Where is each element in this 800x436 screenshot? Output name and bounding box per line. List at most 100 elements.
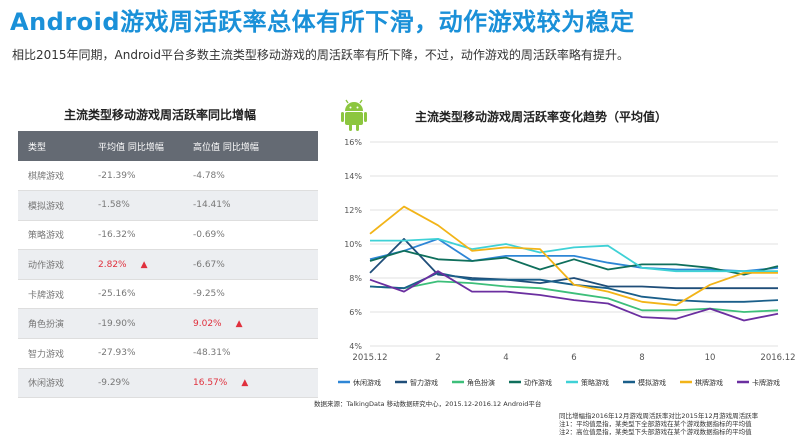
cell-type-value: 角色扮演 <box>28 320 65 331</box>
cell-type-value: 棋牌游戏 <box>28 172 65 183</box>
cell-avg: -27.93% <box>88 338 183 369</box>
cell-high: -9.25% <box>183 279 318 310</box>
cell-avg-value: -27.93% <box>98 348 136 359</box>
cell-type: 动作游戏 <box>18 249 88 280</box>
cell-type: 智力游戏 <box>18 338 88 369</box>
cell-high: -14.41% <box>183 190 318 221</box>
table-row: 智力游戏 -27.93% -48.31% <box>18 338 318 369</box>
cell-high: 9.02% ▲ <box>183 308 318 340</box>
table-row: 休闲游戏 -9.29% 16.57% ▲ <box>18 368 318 399</box>
cell-high-value: -9.25% <box>193 289 225 300</box>
cell-type-value: 模拟游戏 <box>28 201 65 212</box>
cell-avg-value: -19.90% <box>98 318 136 329</box>
cell-avg-value: 2.82% <box>98 259 127 270</box>
cell-type: 棋牌游戏 <box>18 161 88 192</box>
cell-type-value: 休闲游戏 <box>28 379 65 390</box>
cell-high: 16.57% ▲ <box>183 368 318 399</box>
cell-avg-value: -25.16% <box>98 289 136 300</box>
table-row: 棋牌游戏 -21.39% -4.78% <box>18 161 318 192</box>
series-line <box>370 238 778 273</box>
cell-high-value: -4.78% <box>193 170 225 181</box>
table-row: 动作游戏 2.82% ▲ -6.67% <box>18 249 318 280</box>
notes: 同比增幅指2016年12月游戏周活跃率对比2015年12月游戏周活跃率 注1：平… <box>559 412 758 436</box>
up-arrow-icon: ▲ <box>140 259 148 270</box>
series-line <box>369 238 778 290</box>
y-tick-label: 8% <box>349 274 362 283</box>
x-tick-label: 6 <box>571 353 576 363</box>
cell-avg: 2.82% ▲ <box>88 249 183 280</box>
header-avg: 平均值 同比增幅 <box>88 131 183 161</box>
legend-label: 卡牌游戏 <box>752 378 780 387</box>
table-header-row: 类型 平均值 同比增幅 高位值 同比增幅 <box>18 131 318 161</box>
cell-avg: -1.58% <box>88 190 183 221</box>
cell-high-value: 9.02% <box>193 318 222 329</box>
cell-high-value: -0.69% <box>193 229 225 240</box>
y-tick-label: 6% <box>349 308 362 317</box>
x-tick-label: 10 <box>705 353 716 363</box>
table-row: 策略游戏 -16.32% -0.69% <box>18 220 318 251</box>
x-tick-label: 8 <box>639 353 644 363</box>
note-line: 注1：平均值是指，某类型下全部游戏在某个游戏数据指标的平均值 <box>559 420 752 428</box>
cell-avg: -25.16% <box>88 279 183 310</box>
legend-label: 棋牌游戏 <box>695 378 723 387</box>
legend-label: 策略游戏 <box>581 378 609 387</box>
table-row: 角色扮演 -19.90% 9.02% ▲ <box>18 308 318 340</box>
legend-label: 角色扮演 <box>467 378 495 387</box>
cell-type-value: 卡牌游戏 <box>28 290 65 301</box>
cell-avg: -9.29% <box>88 368 183 399</box>
x-tick-label: 2 <box>435 353 440 363</box>
cell-high-value: -14.41% <box>193 200 231 211</box>
cell-high: -48.31% <box>183 338 318 369</box>
cell-high-value: 16.57% <box>193 377 228 388</box>
cell-type: 角色扮演 <box>18 308 88 340</box>
cell-type-value: 动作游戏 <box>28 261 65 272</box>
cell-avg-value: -16.32% <box>98 229 136 240</box>
chart-title: 主流类型移动游戏周活跃率变化趋势（平均值） <box>415 110 668 124</box>
page-subtitle: 相比2015年同期，Android平台多数主流类型移动游戏的周活跃率有所下降，不… <box>12 48 629 62</box>
cell-avg-value: -1.58% <box>98 200 130 211</box>
android-icon <box>341 99 367 131</box>
cell-avg: -21.39% <box>88 161 183 192</box>
y-tick-label: 14% <box>344 172 362 181</box>
up-arrow-icon: ▲ <box>235 318 243 329</box>
cell-high-value: -6.67% <box>193 259 225 270</box>
series-line <box>369 280 779 313</box>
table-row: 模拟游戏 -1.58% -14.41% <box>18 190 318 221</box>
series-line <box>369 205 778 307</box>
cell-high: -6.67% <box>183 249 318 280</box>
y-tick-label: 16% <box>344 138 362 147</box>
x-tick-label: 4 <box>503 353 508 363</box>
cell-avg-value: -9.29% <box>98 377 130 388</box>
cell-type: 模拟游戏 <box>18 190 88 221</box>
y-tick-label: 12% <box>344 206 362 215</box>
legend-label: 模拟游戏 <box>638 378 666 387</box>
note-line: 注2：高位值是指，某类型下头部游戏在某个游戏数据指标的平均值 <box>559 428 752 436</box>
x-tick-label: 2016.12 <box>760 353 795 363</box>
cell-avg: -16.32% <box>88 220 183 251</box>
cell-avg-value: -21.39% <box>98 170 136 181</box>
table-title: 主流类型移动游戏周活跃率同比增幅 <box>63 108 256 122</box>
series-line <box>369 270 779 322</box>
legend-label: 智力游戏 <box>410 378 438 387</box>
y-tick-label: 10% <box>344 240 362 249</box>
cell-type-value: 智力游戏 <box>28 349 65 360</box>
source-text: 数据来源：TalkingData 移动数据研究中心，2015.12-2016.1… <box>314 400 542 408</box>
cell-high: -0.69% <box>183 220 318 251</box>
note-line: 同比增幅指2016年12月游戏周活跃率对比2015年12月游戏周活跃率 <box>559 412 759 420</box>
cell-avg: -19.90% <box>88 308 183 340</box>
header-high: 高位值 同比增幅 <box>183 131 318 161</box>
legend-label: 动作游戏 <box>524 378 552 387</box>
up-arrow-icon: ▲ <box>241 377 249 388</box>
trend-line-chart: 4% 6% 8% 10% 12% 14% 16% 2015.12 2 4 6 8 10 2016.12 休闲… <box>338 138 796 387</box>
cell-type-value: 策略游戏 <box>28 231 65 242</box>
cell-high: -4.78% <box>183 161 318 192</box>
cell-type: 卡牌游戏 <box>18 279 88 310</box>
legend-label: 休闲游戏 <box>353 378 381 387</box>
cell-type: 策略游戏 <box>18 220 88 251</box>
series-line <box>369 249 779 276</box>
table-row: 卡牌游戏 -25.16% -9.25% <box>18 279 318 310</box>
cell-high-value: -48.31% <box>193 348 231 359</box>
page-title: Android游戏周活跃率总体有所下滑，动作游戏较为稳定 <box>10 8 635 36</box>
growth-table: 类型 平均值 同比增幅 高位值 同比增幅 棋牌游戏 -21.39% -4.78% 模拟… <box>18 131 318 399</box>
y-tick-label: 4% <box>349 342 362 351</box>
